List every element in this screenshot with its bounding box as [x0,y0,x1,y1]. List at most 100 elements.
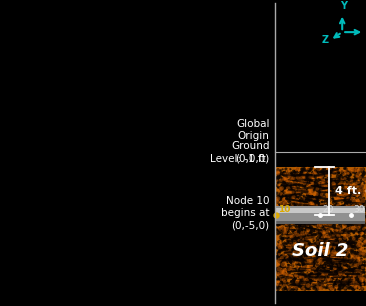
Point [328,286,333,291]
Point [345,170,351,174]
Point [354,263,360,267]
Point [351,188,356,193]
Point [310,173,316,178]
Point [285,234,291,239]
Point [351,179,357,184]
Point [275,196,281,201]
Point [307,248,313,252]
Point [339,238,345,243]
Point [320,203,326,208]
Point [280,167,285,172]
Point [332,222,338,227]
Point [274,245,280,250]
Point [358,285,364,290]
Point [307,274,313,279]
Point [285,256,291,261]
Point [296,253,302,258]
Point [278,196,284,200]
Point [341,241,347,246]
Point [308,267,314,272]
Point [340,278,346,282]
Point [330,218,336,223]
Point [297,179,303,184]
Point [349,274,355,279]
Point [294,235,300,240]
Point [332,276,338,281]
Point [357,226,363,231]
Point [362,233,366,238]
Point [335,280,341,285]
Point [347,195,352,200]
Point [301,175,307,180]
Point [340,176,346,181]
Point [336,206,342,211]
Point [280,185,286,190]
Point [284,249,290,254]
Point [299,188,305,193]
Point [323,179,329,184]
Point [302,248,308,252]
Point [333,207,339,212]
Point [354,267,360,272]
Point [339,230,345,235]
Point [358,212,364,217]
Point [284,174,290,179]
Point [332,273,337,278]
Point [346,239,352,244]
Point [307,224,313,229]
Point [316,190,322,195]
Point [338,229,344,234]
Point [326,239,332,244]
Point [296,228,302,233]
Point [315,251,321,256]
Point [337,196,343,201]
Point [313,220,319,225]
Point [299,171,305,176]
Point [353,243,359,248]
Point [348,191,354,196]
Point [294,287,299,292]
Point [355,191,361,196]
Point [275,261,281,266]
Point [340,253,346,258]
Point [358,278,363,283]
Point [276,243,282,248]
Point [341,271,347,276]
Point [329,179,335,184]
Point [317,254,323,259]
Point [342,287,348,292]
Point [320,216,326,221]
Point [299,173,305,177]
Point [343,201,349,206]
Point [322,226,328,230]
Point [358,278,364,282]
Point [279,273,285,278]
Point [284,172,290,177]
Point [345,285,351,290]
Point [352,285,358,290]
Point [307,173,313,177]
Point [318,272,324,277]
Point [302,188,307,192]
Point [274,199,280,204]
Point [293,229,299,233]
Point [315,224,321,229]
Point [346,207,352,212]
Point [303,235,309,240]
Point [321,268,327,273]
Point [346,244,352,249]
Point [318,286,324,291]
Point [295,193,300,198]
Point [328,230,334,235]
Point [280,187,286,192]
Point [349,244,355,249]
Point [276,185,282,190]
Point [330,206,336,211]
Point [359,230,365,235]
Point [297,281,303,286]
Point [329,285,335,290]
Point [342,181,348,186]
Point [293,169,299,174]
Point [293,209,299,214]
Point [304,203,310,208]
